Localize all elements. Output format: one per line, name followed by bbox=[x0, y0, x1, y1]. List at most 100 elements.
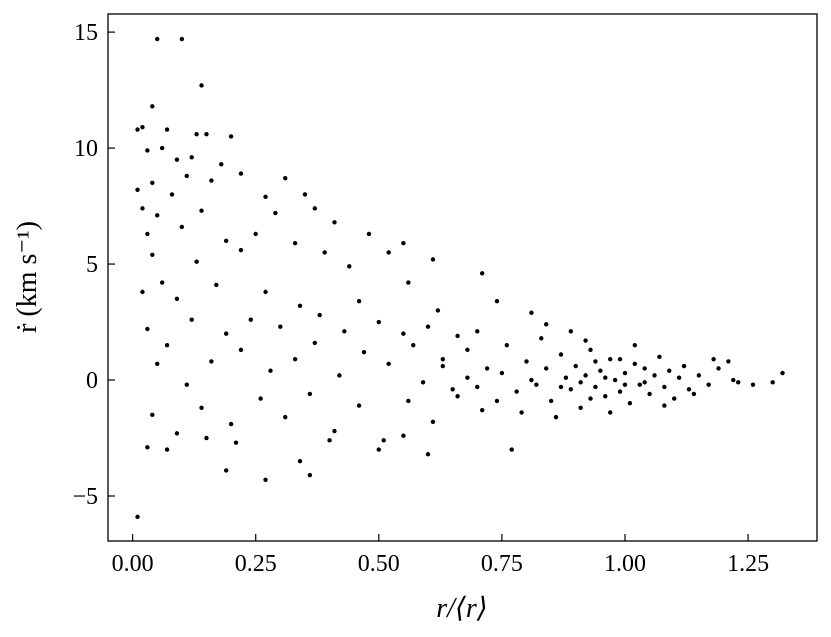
point bbox=[174, 157, 180, 162]
point bbox=[667, 368, 672, 373]
point bbox=[204, 131, 209, 137]
point bbox=[179, 224, 185, 230]
point bbox=[150, 252, 155, 257]
point bbox=[155, 361, 160, 366]
point bbox=[145, 326, 150, 332]
point bbox=[376, 319, 381, 325]
point bbox=[401, 331, 406, 336]
point bbox=[194, 131, 199, 137]
point bbox=[263, 477, 268, 482]
point bbox=[223, 331, 229, 336]
point bbox=[568, 387, 574, 392]
point bbox=[199, 208, 204, 213]
point bbox=[145, 445, 150, 450]
point bbox=[662, 403, 667, 408]
point bbox=[361, 349, 367, 355]
point bbox=[731, 377, 736, 383]
point bbox=[406, 280, 411, 285]
y-tick-label: −5 bbox=[72, 484, 98, 510]
point bbox=[465, 375, 470, 380]
point bbox=[563, 375, 569, 380]
point bbox=[494, 298, 500, 304]
point bbox=[770, 380, 775, 385]
point bbox=[681, 363, 687, 369]
point bbox=[519, 410, 524, 415]
point bbox=[440, 363, 446, 369]
point bbox=[228, 421, 234, 427]
point bbox=[578, 405, 583, 411]
point bbox=[199, 405, 204, 411]
point bbox=[711, 356, 716, 362]
point bbox=[135, 187, 140, 193]
point bbox=[164, 127, 170, 132]
point bbox=[184, 382, 189, 387]
point bbox=[292, 356, 298, 362]
point bbox=[608, 410, 613, 415]
point bbox=[169, 192, 175, 197]
point bbox=[632, 361, 638, 366]
point bbox=[642, 380, 647, 385]
x-tick-label: 1.00 bbox=[604, 551, 646, 577]
point bbox=[381, 438, 386, 443]
point bbox=[135, 127, 140, 132]
point bbox=[150, 104, 155, 109]
point bbox=[238, 247, 244, 253]
point bbox=[484, 366, 490, 371]
point bbox=[529, 310, 534, 315]
point bbox=[150, 412, 155, 418]
point bbox=[179, 36, 185, 42]
point bbox=[637, 382, 642, 387]
point bbox=[435, 308, 441, 313]
point bbox=[253, 231, 258, 237]
point bbox=[228, 134, 234, 139]
point bbox=[558, 384, 564, 390]
point bbox=[706, 382, 711, 387]
point bbox=[617, 356, 623, 362]
point bbox=[258, 396, 263, 401]
point bbox=[376, 447, 381, 452]
point bbox=[204, 435, 209, 441]
point bbox=[223, 238, 229, 244]
point bbox=[544, 322, 549, 327]
point bbox=[312, 206, 317, 211]
point bbox=[248, 317, 253, 322]
x-tick-label: 0.25 bbox=[235, 551, 277, 577]
point bbox=[716, 366, 721, 371]
point bbox=[539, 336, 544, 341]
point bbox=[327, 438, 332, 443]
point bbox=[411, 343, 416, 348]
point bbox=[223, 468, 229, 473]
point bbox=[691, 391, 697, 397]
point bbox=[598, 368, 603, 373]
point bbox=[455, 394, 460, 399]
point bbox=[750, 382, 756, 387]
point bbox=[686, 387, 692, 392]
point bbox=[292, 240, 298, 246]
point bbox=[199, 83, 204, 88]
point bbox=[317, 312, 322, 318]
point bbox=[430, 419, 436, 424]
point bbox=[307, 472, 313, 478]
point bbox=[420, 380, 426, 385]
point bbox=[174, 431, 180, 436]
point bbox=[475, 329, 480, 334]
point bbox=[736, 380, 741, 385]
point bbox=[642, 366, 647, 371]
point bbox=[283, 176, 288, 181]
point bbox=[430, 257, 436, 262]
point bbox=[647, 391, 652, 397]
point bbox=[529, 377, 534, 383]
point bbox=[588, 347, 593, 353]
point bbox=[632, 343, 638, 348]
point bbox=[573, 363, 578, 369]
point bbox=[322, 250, 327, 255]
point bbox=[332, 220, 337, 225]
point bbox=[278, 324, 283, 329]
point bbox=[455, 333, 460, 339]
point bbox=[189, 317, 194, 322]
point bbox=[386, 250, 391, 255]
point bbox=[603, 375, 608, 380]
point bbox=[588, 396, 593, 401]
point bbox=[159, 145, 165, 151]
